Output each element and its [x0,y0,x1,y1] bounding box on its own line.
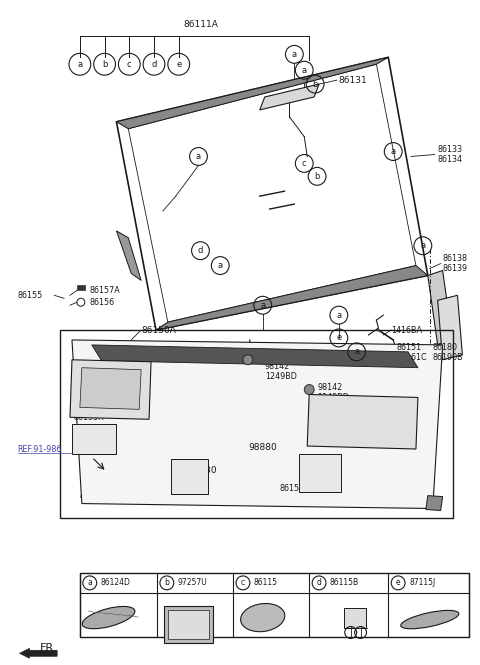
Bar [171,459,208,493]
Polygon shape [428,271,453,345]
Polygon shape [72,340,443,509]
Text: a: a [217,261,223,270]
Ellipse shape [82,606,135,628]
Text: 86131: 86131 [339,76,368,84]
Text: a: a [77,60,83,68]
Text: a: a [354,347,359,356]
FancyArrow shape [20,648,57,658]
Circle shape [243,355,253,364]
Bar [60,330,453,519]
Polygon shape [260,84,319,110]
Text: a: a [87,579,92,587]
Text: 86153G: 86153G [279,484,311,493]
Polygon shape [438,295,462,360]
Text: 86138: 86138 [443,254,468,263]
Text: a: a [336,311,341,320]
Text: 1249BD: 1249BD [264,372,297,381]
Text: e: e [176,60,181,68]
Text: 86156: 86156 [90,298,115,307]
Text: 86150A: 86150A [141,326,176,334]
Text: a: a [420,241,425,250]
Polygon shape [307,394,418,449]
Text: b: b [102,60,107,68]
Polygon shape [426,495,443,511]
Bar [80,573,469,638]
Text: 86153H: 86153H [74,413,105,422]
Text: e: e [396,579,400,587]
Text: REF.91-986: REF.91-986 [18,444,62,454]
Text: c: c [302,159,307,168]
Bar [77,285,85,291]
Text: FR.: FR. [40,643,58,653]
Text: 86115: 86115 [254,579,278,587]
Text: a: a [391,147,396,156]
Text: 1249BD: 1249BD [317,393,349,402]
Circle shape [304,384,314,394]
Bar [300,454,341,491]
Text: a: a [292,50,297,59]
Text: 86155: 86155 [18,291,43,300]
Text: 86190B: 86190B [433,353,463,362]
Text: 86111A: 86111A [183,20,218,29]
Text: b: b [314,172,320,181]
Text: b: b [165,579,169,587]
Text: 1416BA: 1416BA [391,326,422,334]
Ellipse shape [240,604,285,632]
Text: 98880: 98880 [248,442,276,452]
Text: 86151: 86151 [396,343,421,352]
Bar [72,424,117,454]
Polygon shape [70,360,151,419]
Text: 86133: 86133 [438,145,463,154]
Polygon shape [117,231,141,281]
Text: a: a [302,66,307,74]
Polygon shape [92,345,418,368]
Text: d: d [317,579,322,587]
Text: 86161C: 86161C [396,353,427,362]
Text: 98142: 98142 [317,383,342,392]
Text: a: a [196,152,201,161]
Text: d: d [198,246,203,255]
Text: 97257U: 97257U [178,579,207,587]
Text: 86430: 86430 [189,466,217,475]
Text: a: a [260,301,265,310]
Text: 86153: 86153 [354,400,383,409]
Text: 86157A: 86157A [90,286,120,295]
Bar [344,608,366,628]
Text: 87115J: 87115J [409,579,435,587]
Text: 86180: 86180 [433,343,458,352]
Text: 86115B: 86115B [330,579,359,587]
Text: b: b [312,80,318,88]
Bar [168,610,209,640]
Text: e: e [336,333,341,342]
Text: c: c [241,579,245,587]
Text: 86124D: 86124D [101,579,131,587]
Polygon shape [156,265,428,330]
Bar [164,606,213,643]
Text: c: c [127,60,132,68]
Polygon shape [117,57,388,129]
Text: 86134: 86134 [438,155,463,164]
Text: d: d [151,60,156,68]
Text: 86139: 86139 [443,264,468,273]
Polygon shape [80,368,141,410]
Ellipse shape [401,610,459,629]
Text: 98142: 98142 [264,362,290,371]
